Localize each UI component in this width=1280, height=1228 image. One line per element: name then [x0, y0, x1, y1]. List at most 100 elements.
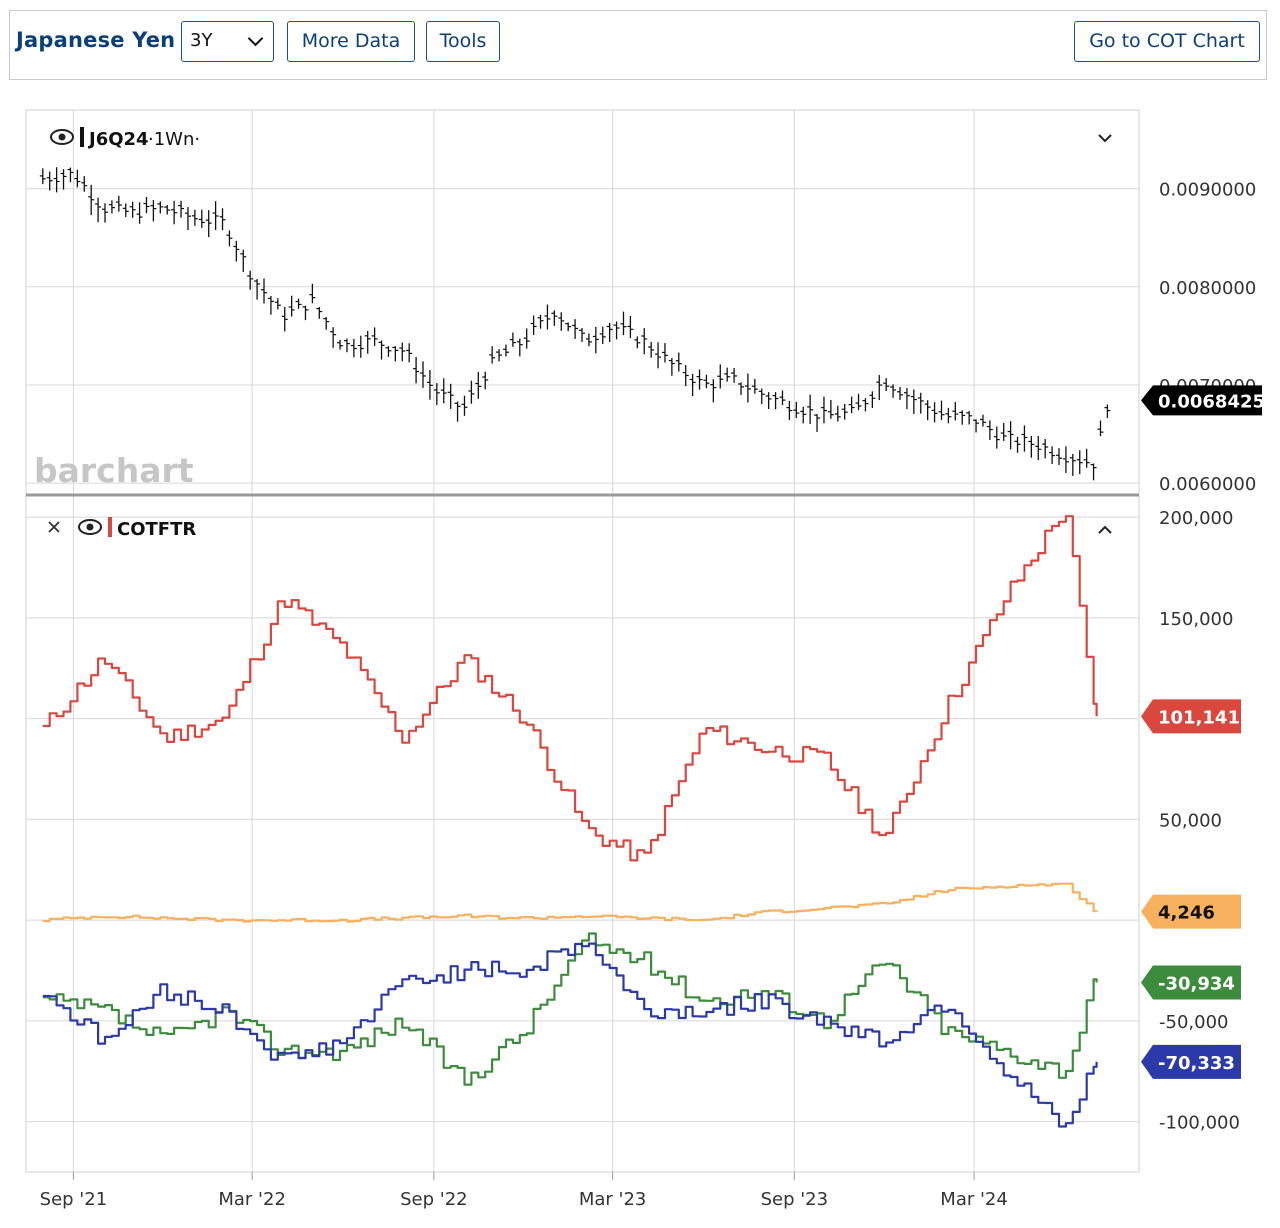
- price-bar: [655, 342, 662, 369]
- price-bar: [420, 361, 427, 388]
- price-bar: [682, 365, 689, 387]
- collapse-pane-icon[interactable]: [1098, 134, 1112, 143]
- price-axis-tick: 0.0080000: [1159, 278, 1256, 299]
- price-bar: [1028, 435, 1035, 458]
- price-bar: [648, 341, 655, 358]
- price-bar: [1076, 450, 1083, 475]
- go-to-cot-chart-button[interactable]: Go to COT Chart: [1074, 21, 1260, 62]
- price-bar: [295, 298, 302, 309]
- price-bar: [848, 396, 855, 414]
- price-bar: [627, 315, 634, 339]
- price-bar: [668, 358, 675, 376]
- eye-icon[interactable]: [50, 129, 74, 145]
- price-bar: [150, 199, 157, 222]
- price-bar: [710, 379, 717, 403]
- price-bar: [46, 171, 53, 191]
- price-bar: [337, 339, 344, 350]
- price-legend-symbol[interactable]: J6Q24: [87, 129, 149, 150]
- price-bar: [551, 310, 558, 326]
- x-axis-tick: Sep '21: [40, 1189, 108, 1210]
- time-range-select[interactable]: 3Y: [181, 21, 274, 62]
- price-bar: [102, 203, 109, 223]
- price-bar: [613, 321, 620, 340]
- price-bar: [357, 335, 364, 358]
- cot-axis-tick: -50,000: [1159, 1012, 1228, 1033]
- price-bar: [641, 328, 648, 355]
- price-bar: [772, 392, 779, 410]
- price-bar: [793, 401, 800, 419]
- price-bar: [523, 328, 530, 349]
- cot-legend: COTFTR: [48, 517, 196, 540]
- cot-last-badge-text: -70,333: [1158, 1053, 1235, 1074]
- price-bar: [758, 388, 765, 404]
- cot-legend-symbol[interactable]: COTFTR: [117, 519, 196, 540]
- price-bar: [599, 326, 606, 345]
- cot-last-badge: -70,333: [1141, 1044, 1241, 1079]
- price-legend-suffix: ·1Wn·: [148, 129, 200, 150]
- price-bar: [1035, 435, 1042, 460]
- price-bar: [496, 349, 503, 362]
- price-bars: [39, 167, 1111, 481]
- price-bar: [986, 420, 993, 440]
- price-bar: [489, 346, 496, 364]
- price-bar: [883, 378, 890, 392]
- cot-last-badge: 4,246: [1141, 894, 1241, 929]
- price-bar: [115, 195, 122, 212]
- price-bar: [841, 403, 848, 420]
- tools-button[interactable]: Tools: [426, 21, 500, 62]
- price-bar: [440, 378, 447, 404]
- price-bar: [371, 327, 378, 346]
- price-bar: [903, 388, 910, 410]
- series-color-swatch: [80, 127, 84, 147]
- price-bar: [378, 340, 385, 360]
- price-bar: [1069, 453, 1076, 476]
- price-bar: [696, 369, 703, 390]
- price-bar: [108, 200, 115, 214]
- symbol-title[interactable]: Japanese Yen: [16, 28, 176, 52]
- y-axis-labels: 0.00900000.00800000.00700000.0060000200,…: [1159, 180, 1256, 1134]
- close-icon[interactable]: [48, 521, 60, 533]
- price-bar: [267, 295, 274, 315]
- price-bar: [1021, 425, 1028, 452]
- price-bar: [1062, 446, 1069, 474]
- price-bar: [689, 373, 696, 397]
- price-bar: [95, 197, 102, 223]
- cot-last-badge-text: 101,141: [1158, 707, 1240, 728]
- x-axis-tick: Mar '24: [940, 1189, 1008, 1210]
- price-bar: [81, 176, 88, 192]
- price-legend: J6Q24 ·1Wn·: [50, 127, 200, 150]
- x-axis-tick: Sep '22: [400, 1189, 468, 1210]
- price-bar: [364, 330, 371, 354]
- price-bar: [862, 398, 869, 412]
- x-axis-tick: Mar '22: [218, 1189, 286, 1210]
- cot-axis-tick: 200,000: [1159, 508, 1233, 529]
- price-bar: [945, 407, 952, 424]
- price-bar: [288, 295, 295, 317]
- price-bar: [198, 209, 205, 228]
- grid-lines: [26, 110, 1139, 1172]
- more-data-button[interactable]: More Data: [287, 21, 415, 62]
- eye-icon[interactable]: [78, 519, 102, 535]
- price-bar: [869, 391, 876, 409]
- cot-lines: [42, 515, 1098, 1128]
- price-bar: [74, 169, 81, 188]
- price-bar: [917, 392, 924, 414]
- chart-toolbar: Japanese Yen 3Y More Data Tools Go to CO…: [9, 10, 1267, 80]
- expand-pane-icon[interactable]: [1098, 525, 1112, 534]
- price-bar: [724, 367, 731, 382]
- price-bar: [219, 208, 226, 231]
- price-bar: [931, 402, 938, 423]
- price-bar: [184, 207, 191, 230]
- price-bar: [254, 278, 261, 300]
- cot-axis-tick: 150,000: [1159, 609, 1233, 630]
- price-bar: [406, 343, 413, 363]
- price-bar: [399, 342, 406, 362]
- price-bar: [516, 338, 523, 357]
- price-bar: [233, 240, 240, 262]
- price-bar: [661, 343, 668, 363]
- price-bar: [274, 298, 281, 310]
- price-bar: [537, 314, 544, 329]
- price-bar: [993, 426, 1000, 449]
- price-bar: [330, 327, 337, 348]
